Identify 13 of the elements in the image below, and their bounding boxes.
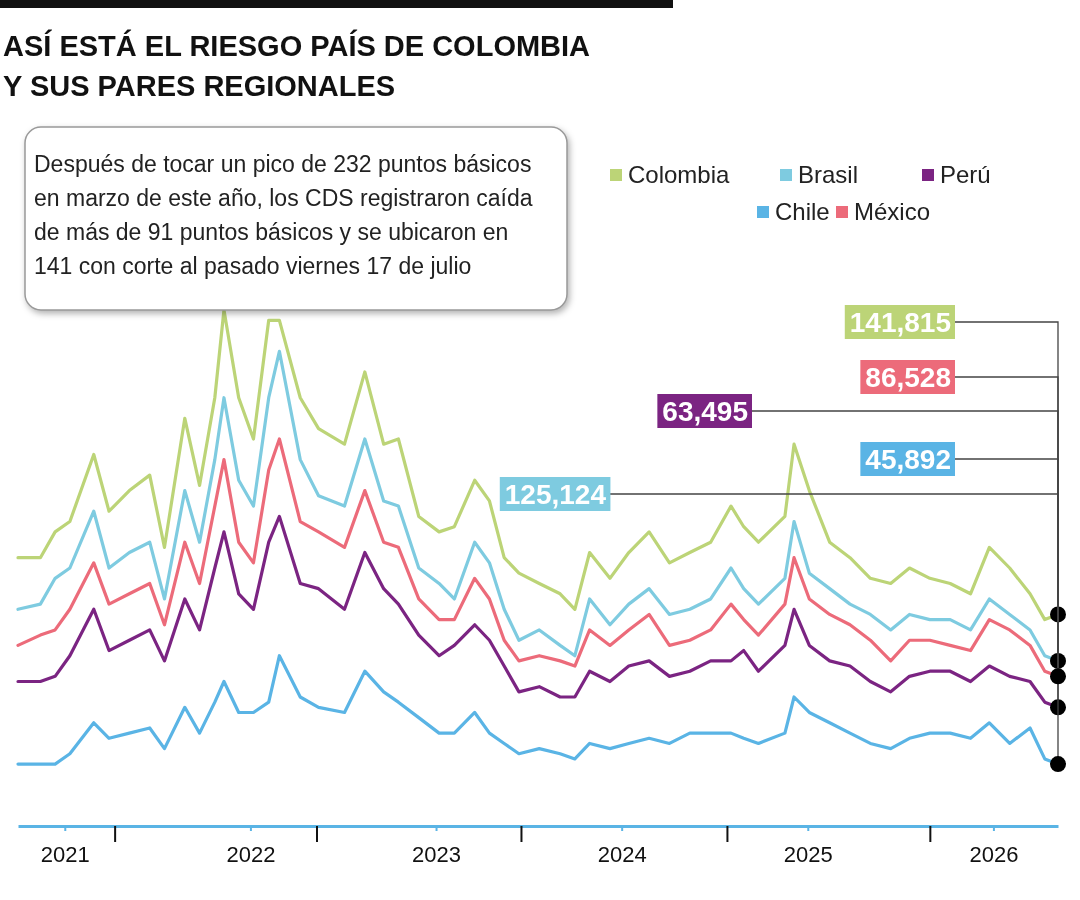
legend-label: México bbox=[854, 198, 931, 225]
legend-label: Chile bbox=[775, 198, 830, 225]
x-tick-label: 2025 bbox=[783, 841, 833, 867]
chart-title: ASÍ ESTÁ EL RIESGO PAÍS DE COLOMBIA Y SUS PARES REGIONALES bbox=[3, 29, 591, 102]
legend-label: Brasil bbox=[798, 161, 859, 188]
legend-label: Colombia bbox=[628, 161, 731, 188]
text: Después de tocar un pico de 232 puntos básicos en marzo de este año, los CDS registraron caída de más de 91 puntos básicos y se ubicaron en 141 con corte al pasado viernes 17 de julio bbox=[34, 151, 533, 279]
x-tick-label: 2021 bbox=[40, 841, 90, 867]
x-tick-label: 2024 bbox=[597, 841, 647, 867]
x-tick-label: 2022 bbox=[226, 841, 276, 867]
x-tick-label: 2026 bbox=[969, 841, 1019, 867]
x-tick-label: 2023 bbox=[412, 841, 462, 867]
legend-label: Perú bbox=[940, 161, 991, 188]
